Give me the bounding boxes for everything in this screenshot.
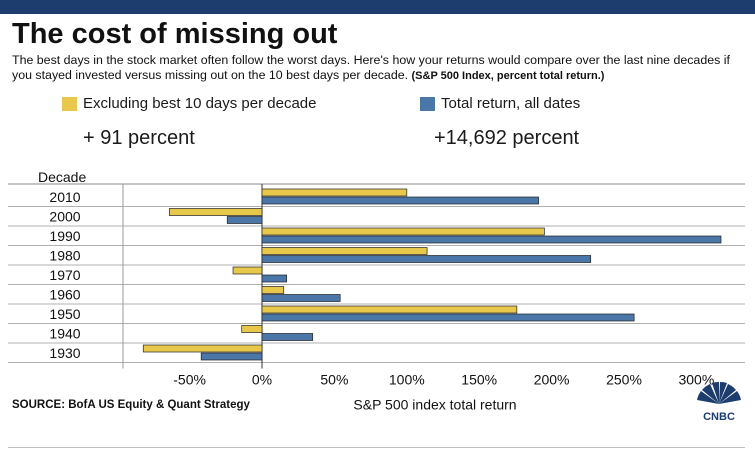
decade-label: 1950 xyxy=(49,306,80,322)
total-excluding-value: + 91 percent xyxy=(83,127,195,149)
subtitle-text: The best days in the stock market often … xyxy=(12,53,730,82)
chart-subtitle: The best days in the stock market often … xyxy=(12,53,747,84)
decade-label: 1940 xyxy=(49,326,80,342)
x-tick-label: 0% xyxy=(252,372,272,388)
chart-title: The cost of missing out xyxy=(12,18,338,50)
decade-column-header: Decade xyxy=(38,169,86,185)
x-tick-label: -50% xyxy=(173,372,206,388)
source-note: SOURCE: BofA US Equity & Quant Strategy xyxy=(12,399,250,411)
cnbc-peacock-logo: CNBC xyxy=(697,382,741,422)
decade-label: 1960 xyxy=(49,287,80,303)
bar-total xyxy=(261,294,341,302)
bar-excluding xyxy=(261,188,408,197)
bar-total xyxy=(261,313,635,322)
bar-total xyxy=(261,235,722,244)
legend-label-excluding: Excluding best 10 days per decade xyxy=(83,95,317,112)
bar-total xyxy=(261,274,287,283)
x-tick-label: 200% xyxy=(534,372,570,388)
decade-label: 1970 xyxy=(49,267,80,283)
decade-label: 1930 xyxy=(49,345,80,361)
bar-total xyxy=(261,333,314,341)
legend-label-total: Total return, all dates xyxy=(441,95,581,112)
bar-excluding xyxy=(261,247,428,255)
logo-wordmark: CNBC xyxy=(703,411,735,422)
bar-excluding xyxy=(261,286,285,294)
x-axis-title: S&P 500 index total return xyxy=(353,397,516,413)
x-tick-label: 300% xyxy=(678,372,714,388)
decade-label: 1980 xyxy=(49,248,80,264)
x-tick-label: 150% xyxy=(461,372,497,388)
bottom-divider xyxy=(8,447,745,448)
decade-label: 2010 xyxy=(49,189,80,205)
x-tick-label: 100% xyxy=(389,372,425,388)
subtitle-note: (S&P 500 Index, percent total return.) xyxy=(411,70,605,82)
bar-excluding xyxy=(241,325,263,333)
legend-swatch-total xyxy=(420,97,435,111)
bar-excluding xyxy=(261,227,545,236)
bar-total xyxy=(261,196,539,205)
decade-label: 1990 xyxy=(49,228,80,244)
decade-label: 2000 xyxy=(49,209,80,225)
bar-excluding xyxy=(142,344,263,353)
bar-excluding xyxy=(168,208,263,216)
top-banner xyxy=(0,0,755,14)
bar-total xyxy=(226,216,263,224)
bar-excluding xyxy=(261,305,518,314)
bar-excluding xyxy=(232,266,263,275)
x-tick-label: 50% xyxy=(320,372,348,388)
legend-swatch-excluding xyxy=(62,97,77,111)
bar-total xyxy=(261,255,592,263)
x-tick-label: 250% xyxy=(606,372,642,388)
bar-total xyxy=(200,352,263,361)
total-all-dates-value: +14,692 percent xyxy=(434,127,580,149)
